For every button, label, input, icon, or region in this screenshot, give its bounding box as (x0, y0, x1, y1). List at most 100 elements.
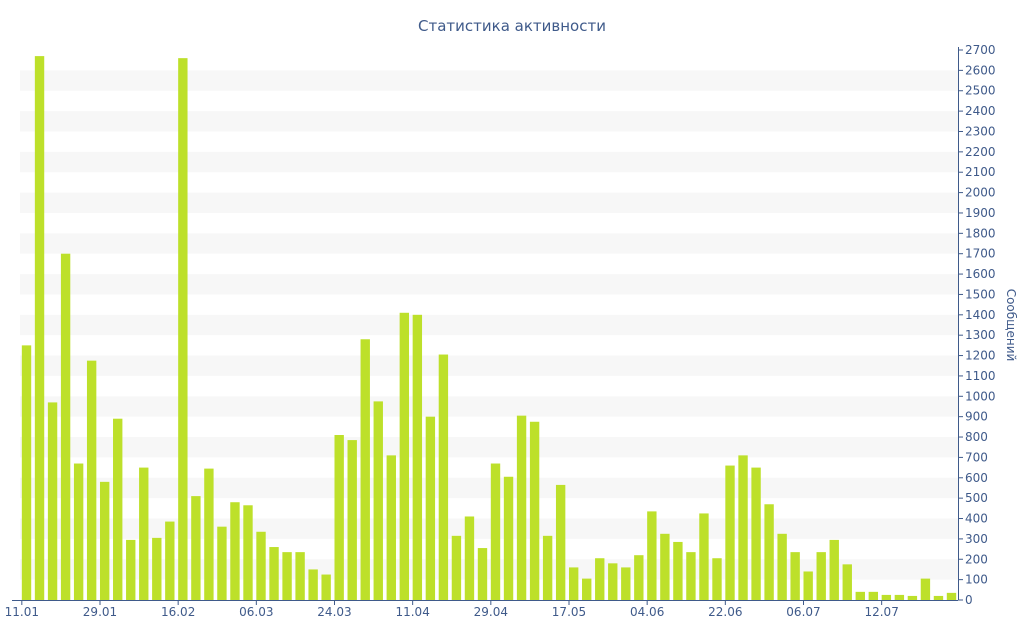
bar[interactable] (334, 435, 344, 600)
bar[interactable] (608, 563, 618, 600)
bar[interactable] (686, 552, 696, 600)
bar[interactable] (621, 567, 631, 600)
x-tick-label: 24.03 (317, 605, 351, 619)
bar[interactable] (321, 574, 331, 600)
bar[interactable] (243, 505, 253, 600)
bar[interactable] (165, 521, 175, 600)
bar[interactable] (295, 552, 305, 600)
bar[interactable] (660, 533, 670, 600)
bar[interactable] (86, 360, 97, 600)
bar[interactable] (738, 455, 748, 600)
y-tick-label: 1000 (965, 389, 996, 403)
bar[interactable] (34, 56, 45, 601)
bar[interactable] (347, 440, 357, 600)
grid-band (20, 396, 958, 417)
bar[interactable] (21, 345, 32, 600)
y-tick-label: 0 (965, 593, 973, 607)
bar[interactable] (829, 539, 839, 600)
bar[interactable] (399, 312, 410, 600)
bar[interactable] (282, 552, 292, 600)
bar[interactable] (933, 595, 944, 600)
bar[interactable] (438, 354, 449, 600)
bar[interactable] (152, 537, 162, 600)
bar[interactable] (191, 496, 201, 600)
y-tick-label: 2200 (965, 145, 996, 159)
y-tick-label: 1800 (965, 226, 996, 240)
y-tick-label: 1500 (965, 287, 996, 301)
bar[interactable] (920, 578, 931, 600)
grid-band (20, 355, 958, 376)
bar[interactable] (516, 415, 527, 600)
grid-band (20, 192, 958, 213)
y-tick-label: 1900 (965, 206, 996, 220)
axes: 0 100 200 300 400 500 600 700 800 900 1000 1100 1200… (5, 43, 996, 619)
bar[interactable] (595, 558, 605, 600)
bar[interactable] (582, 578, 592, 600)
y-tick-label: 100 (965, 573, 988, 587)
bar[interactable] (73, 463, 84, 600)
bar[interactable] (217, 526, 227, 600)
bar[interactable] (894, 594, 905, 600)
bar[interactable] (777, 533, 787, 600)
bar[interactable] (555, 484, 566, 600)
x-tick-label: 06.03 (239, 605, 273, 619)
bar[interactable] (503, 476, 514, 600)
y-tick-label: 1600 (965, 267, 996, 281)
bar[interactable] (816, 552, 826, 600)
bar[interactable] (412, 314, 423, 600)
bar[interactable] (568, 567, 579, 600)
bar[interactable] (425, 416, 436, 600)
bar[interactable] (855, 591, 865, 600)
bar[interactable] (803, 571, 813, 600)
bar[interactable] (529, 421, 540, 600)
bar[interactable] (907, 595, 918, 600)
bar[interactable] (47, 402, 58, 600)
bar[interactable] (99, 481, 110, 600)
grid-band (20, 314, 958, 336)
bar[interactable] (308, 569, 318, 600)
bar[interactable] (712, 558, 722, 600)
bar[interactable] (269, 547, 279, 600)
grid-band (20, 70, 958, 91)
y-tick-label: 900 (965, 410, 988, 424)
bar[interactable] (647, 511, 657, 600)
bar[interactable] (60, 253, 71, 600)
bar[interactable] (477, 548, 488, 600)
bar[interactable] (634, 555, 644, 600)
bar[interactable] (946, 592, 957, 600)
bar[interactable] (360, 339, 370, 600)
bar[interactable] (451, 535, 462, 600)
bar[interactable] (230, 502, 240, 600)
grid-band (20, 274, 958, 295)
y-tick-label: 1100 (965, 369, 996, 383)
y-tick-label: 2400 (965, 104, 996, 118)
bar[interactable] (256, 531, 266, 600)
y-tick-label: 2500 (965, 84, 996, 98)
bar[interactable] (673, 541, 683, 600)
bar[interactable] (842, 564, 852, 600)
bar[interactable] (126, 539, 136, 600)
bar[interactable] (139, 467, 149, 600)
bar[interactable] (764, 504, 774, 600)
bar[interactable] (868, 591, 879, 600)
bar[interactable] (725, 465, 735, 600)
bar[interactable] (178, 58, 188, 600)
bar[interactable] (699, 513, 709, 600)
x-tick-label: 11.04 (395, 605, 429, 619)
bar[interactable] (490, 463, 501, 600)
bar[interactable] (204, 468, 214, 600)
bar[interactable] (386, 455, 396, 600)
chart-title: Статистика активности (418, 17, 606, 35)
y-tick-label: 2700 (965, 43, 996, 57)
bar[interactable] (464, 516, 475, 600)
y-tick-label: 800 (965, 430, 988, 444)
bar[interactable] (542, 535, 553, 600)
bar[interactable] (790, 552, 800, 600)
bar[interactable] (881, 594, 892, 600)
bar[interactable] (373, 401, 383, 600)
bar[interactable] (113, 418, 123, 600)
bar[interactable] (751, 467, 761, 600)
y-tick-label: 400 (965, 512, 988, 526)
bars (21, 56, 957, 601)
